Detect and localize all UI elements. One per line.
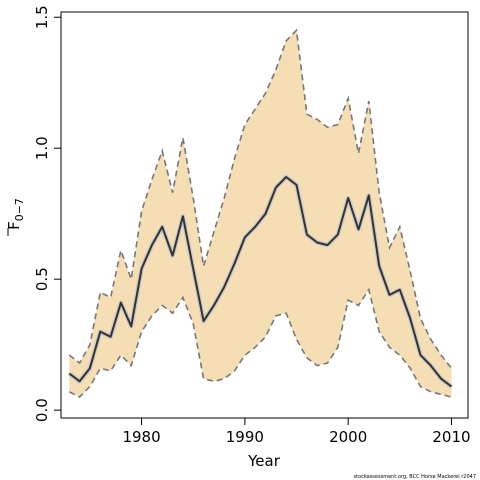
credit-text: stockassessment.org, BCC Horse Mackerel …	[353, 474, 476, 480]
lower-bound-line	[68, 287, 452, 398]
series-line-layer	[67, 28, 453, 398]
x-tick-label: 2000	[329, 428, 367, 446]
x-axis-title: Year	[247, 452, 281, 470]
tick-label-layer: 1980 1990 2000 2010 0.0 0.5 1.0 1.5	[33, 5, 471, 446]
plot-frame	[60, 11, 469, 419]
y-tick-label: 0.0	[33, 398, 51, 422]
x-tick-label: 1980	[122, 428, 160, 446]
y-axis-title-subscript: 0−7	[13, 198, 26, 221]
confidence-band	[69, 30, 452, 398]
y-axis-title-main: F	[5, 221, 23, 230]
confidence-band-layer	[69, 30, 452, 398]
y-tick-label: 1.0	[33, 136, 51, 160]
x-tick-label: 1990	[226, 428, 264, 446]
axis-layer	[54, 11, 469, 425]
svg-text:F0−7: F0−7	[5, 198, 26, 230]
x-tick-label: 2010	[432, 428, 470, 446]
y-tick-label: 0.5	[33, 267, 51, 291]
y-tick-label: 1.5	[33, 5, 51, 29]
upper-bound-line	[68, 28, 453, 369]
y-axis-title: F0−7	[5, 198, 26, 230]
estimate-line	[68, 176, 453, 388]
